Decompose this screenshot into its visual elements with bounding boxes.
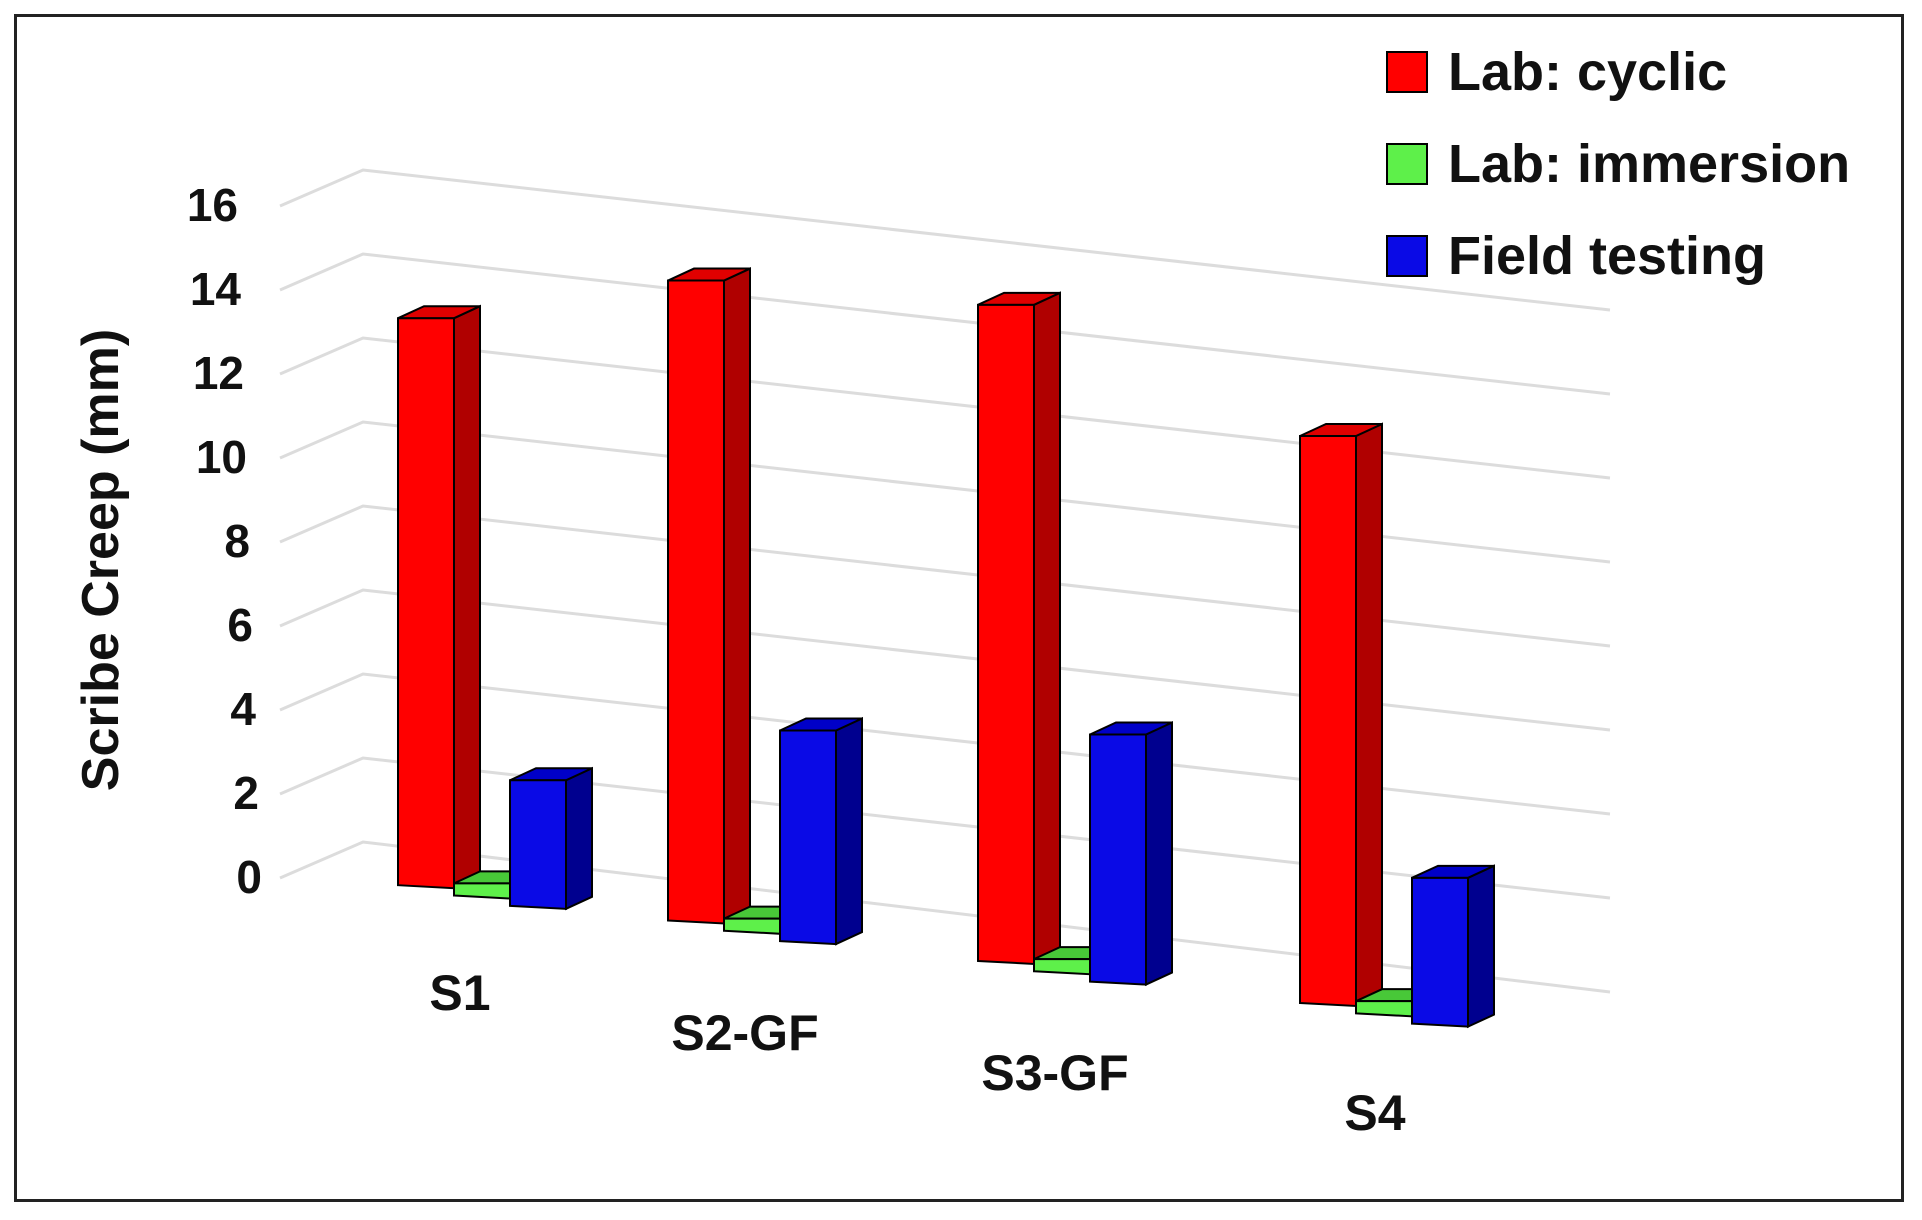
bar-side [835,716,863,946]
gridline-14 [279,252,1611,396]
bar-S4-field-testing [1411,864,1495,1029]
bar-S4-lab-cyclic [1299,422,1383,1008]
bar-S3-GF-lab-cyclic [977,291,1061,966]
gridlines [279,168,1611,994]
bar-S1-lab-cyclic [397,304,481,890]
legend-label: Field testing [1448,226,1766,286]
gridline-0 [279,840,1611,994]
bar-front [723,917,781,935]
bar-side [723,266,751,926]
bar-front [1355,1000,1413,1018]
legend-swatch [1386,235,1428,277]
bar-front [667,279,725,925]
bar-front [397,317,455,890]
bar-front [1411,876,1469,1028]
y-tick-label: 4 [230,683,256,735]
legend-swatch [1386,143,1428,185]
x-axis-category-labels: S1 S2-GF S3-GF S4 [429,965,1405,1141]
y-axis-label: Scribe Creep (mm) [72,329,130,791]
bar-side [565,766,593,911]
bar-S2-GF-field-testing [779,716,863,946]
legend: Lab: cyclic Lab: immersion Field testing [1386,42,1850,286]
bar-S3-GF-field-testing [1089,720,1173,987]
bar-front [779,729,837,946]
y-tick-label: 10 [196,431,247,483]
gridline-10 [279,420,1611,564]
bar-S1-field-testing [509,766,593,911]
y-tick-label: 12 [193,347,244,399]
gridline-12 [279,336,1611,480]
bar-front [977,303,1035,965]
bar-front [1033,958,1091,976]
y-tick-label: 6 [227,599,253,651]
legend-label: Lab: cyclic [1448,42,1727,102]
y-tick-label: 2 [233,767,259,819]
bar-front [1089,733,1147,986]
y-tick-label: 8 [224,515,250,567]
gridline-2 [279,756,1611,900]
x-tick-label-s3-gf: S3-GF [981,1045,1128,1101]
bar-S2-GF-lab-cyclic [667,266,751,926]
y-tick-label: 14 [190,263,242,315]
x-tick-label-s1: S1 [429,965,490,1021]
legend-label: Lab: immersion [1448,134,1850,194]
y-tick-label: 16 [187,179,238,231]
bar-side [453,304,481,890]
gridline-16 [279,168,1611,312]
gridline-8 [279,504,1611,648]
gridline-6 [279,588,1611,732]
bar-front [453,882,511,900]
bar-side [1355,422,1383,1008]
legend-swatch [1386,51,1428,93]
chart-frame [14,14,1904,1202]
gridline-4 [279,672,1611,816]
bar-front [1299,435,1357,1008]
bar-side [1467,864,1495,1029]
x-tick-label-s4: S4 [1344,1085,1405,1141]
y-axis-tick-labels: 0 2 4 6 8 10 12 14 16 [187,179,262,903]
bars [397,266,1495,1029]
x-tick-label-s2-gf: S2-GF [671,1005,818,1061]
bar-front [509,779,567,910]
bar-side [1033,291,1061,966]
bar-side [1145,720,1173,987]
y-tick-label: 0 [236,851,262,903]
